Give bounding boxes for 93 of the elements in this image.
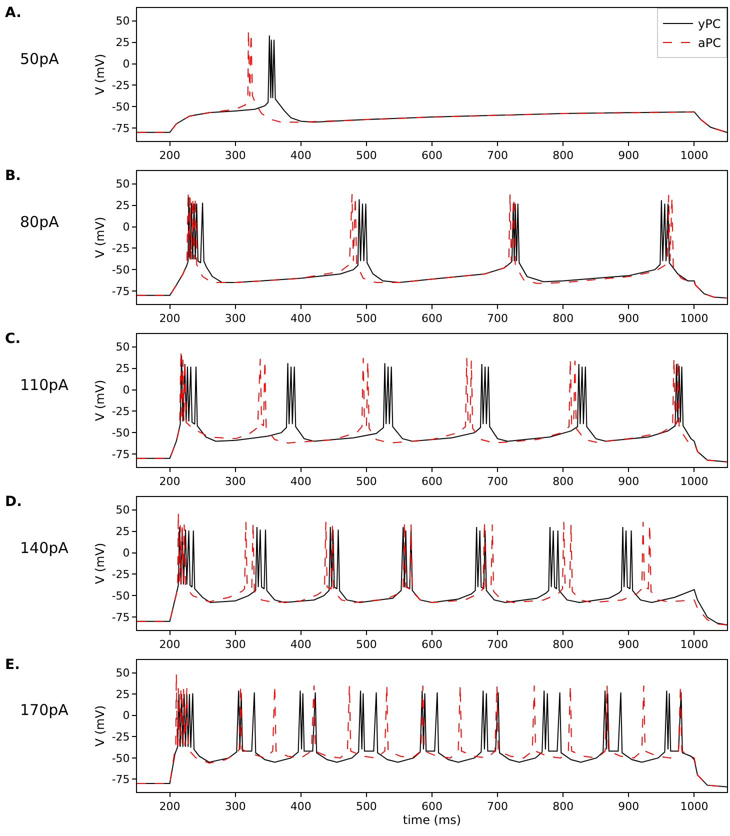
x-tick-label: 300: [224, 475, 246, 488]
x-tick-label: 1000: [680, 149, 708, 162]
text: 110pA: [20, 376, 70, 394]
y-tick-label: 0: [122, 58, 130, 71]
text: C.: [5, 331, 21, 347]
y-tick-label: -50: [112, 426, 130, 440]
text: D.: [5, 494, 22, 510]
x-tick-label: 500: [356, 800, 377, 814]
x-tick-label: 200: [159, 638, 180, 652]
x-tick-label: 800: [552, 800, 574, 814]
x-tick-label: 900: [618, 149, 640, 162]
text: 140pA: [20, 539, 70, 557]
y-tick-label: -75: [112, 773, 130, 786]
y-axis-title: V (mV): [93, 705, 108, 747]
y-tick-label: -50: [112, 264, 130, 277]
y-tick-label: -25: [112, 568, 130, 582]
text: E.: [5, 657, 20, 673]
x-tick-label: 300: [224, 800, 246, 814]
x-tick-label: 400: [290, 475, 312, 488]
x-tick-label: 700: [487, 149, 508, 162]
y-tick-label: -50: [112, 100, 130, 114]
y-tick-label: 25: [116, 688, 130, 701]
x-tick-label: 700: [487, 475, 508, 488]
y-tick-label: -25: [112, 405, 130, 418]
y-axis-title: V (mV): [93, 54, 108, 96]
y-tick-label: -50: [112, 752, 130, 765]
y-tick-label: -25: [112, 79, 130, 92]
x-tick-label: 400: [290, 312, 312, 326]
x-tick-label: 600: [422, 800, 442, 814]
y-tick-label: -75: [112, 610, 130, 624]
y-axis-title: V (mV): [93, 542, 108, 584]
x-tick-label: 400: [290, 638, 312, 652]
x-tick-label: 600: [422, 475, 442, 488]
x-tick-label: 900: [618, 312, 640, 326]
x-tick-label: 600: [422, 312, 442, 326]
x-tick-label: 1000: [680, 800, 708, 814]
x-tick-label: 500: [356, 149, 377, 162]
x-tick-label: 500: [356, 475, 377, 488]
x-tick-label: 700: [487, 312, 508, 326]
y-tick-label: -75: [112, 284, 130, 298]
x-tick-label: 800: [552, 149, 574, 162]
x-tick-label: 200: [159, 475, 180, 488]
x-tick-label: 700: [487, 800, 508, 814]
y-tick-label: 50: [116, 178, 130, 191]
x-tick-label: 900: [618, 475, 640, 488]
y-tick-label: 50: [116, 504, 130, 517]
x-tick-label: 800: [552, 638, 574, 652]
x-tick-label: 500: [356, 312, 377, 326]
legend-label: aPC: [698, 36, 721, 50]
y-tick-label: -75: [112, 448, 130, 461]
x-tick-label: 1000: [680, 475, 708, 488]
x-tick-label: 600: [422, 638, 442, 652]
x-tick-label: 300: [224, 638, 246, 652]
y-tick-label: 0: [122, 384, 130, 397]
y-tick-label: 0: [122, 220, 130, 234]
x-tick-label: 1000: [680, 312, 708, 326]
y-tick-label: 25: [116, 525, 130, 538]
x-tick-label: 300: [224, 312, 246, 326]
y-axis-title: V (mV): [93, 216, 108, 258]
x-tick-label: 900: [618, 800, 640, 814]
legend-label: yPC: [698, 17, 721, 32]
x-tick-label: 400: [290, 800, 312, 814]
y-tick-label: 25: [116, 362, 130, 376]
x-tick-label: 200: [159, 312, 180, 326]
x-axis-title: time (ms): [402, 813, 462, 828]
text: 50pA: [20, 50, 60, 68]
x-tick-label: 200: [159, 149, 180, 162]
y-tick-label: 50: [116, 340, 130, 354]
y-axis-title: V (mV): [93, 380, 108, 422]
y-tick-label: 25: [116, 36, 130, 50]
text: A.: [5, 5, 22, 21]
text: 170pA: [20, 701, 70, 719]
y-tick-label: -25: [112, 242, 130, 256]
y-tick-label: 50: [116, 666, 130, 680]
x-tick-label: 200: [159, 800, 180, 814]
x-tick-label: 600: [422, 149, 442, 162]
x-tick-label: 700: [487, 638, 508, 652]
text: B.: [5, 168, 21, 184]
y-tick-label: 0: [122, 709, 130, 722]
y-tick-label: 25: [116, 199, 130, 212]
x-tick-label: 1000: [680, 638, 708, 652]
x-tick-label: 500: [356, 638, 377, 652]
x-tick-label: 800: [552, 475, 574, 488]
x-tick-label: 900: [618, 638, 640, 652]
y-tick-label: -75: [112, 122, 130, 135]
y-tick-label: 50: [116, 14, 130, 28]
y-tick-label: -50: [112, 590, 130, 603]
x-tick-label: 800: [552, 312, 574, 326]
x-tick-label: 300: [224, 149, 246, 162]
x-tick-label: 400: [290, 149, 312, 162]
y-tick-label: 0: [122, 546, 130, 560]
y-tick-label: -25: [112, 730, 130, 744]
text: 80pA: [20, 213, 60, 231]
